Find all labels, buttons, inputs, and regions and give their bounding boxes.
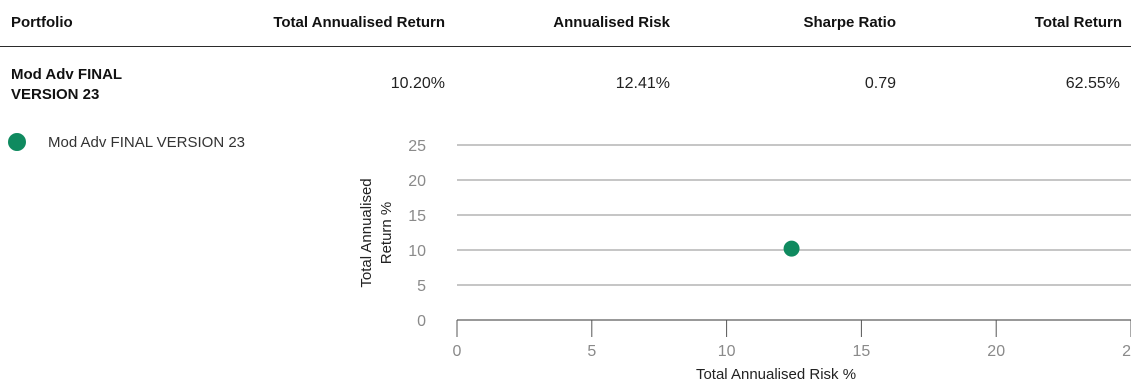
x-tick-label: 25 (1122, 343, 1131, 360)
y-tick-label: 10 (408, 243, 426, 260)
header-portfolio: Portfolio (11, 14, 73, 31)
legend-label: Mod Adv FINAL VERSION 23 (48, 133, 246, 151)
x-tick-label: 10 (718, 343, 736, 360)
cell-annualised-risk: 12.41% (615, 75, 670, 92)
y-axis-title: Total Annualised Return % (358, 178, 395, 287)
header-sharpe-ratio[interactable]: Sharpe Ratio (803, 14, 896, 31)
y-tick-label: 0 (417, 313, 426, 330)
y-tick-label: 15 (408, 208, 426, 225)
header-annualised-risk[interactable]: Annualised Risk (553, 14, 670, 31)
y-tick-label: 5 (417, 278, 426, 295)
y-axis-title-line: Total Annualised (358, 178, 375, 287)
x-tick-label: 0 (453, 343, 462, 360)
header-total-annualised-return[interactable]: Total Annualised Return (273, 14, 445, 31)
x-tick-label: 20 (987, 343, 1005, 360)
cell-sharpe-ratio: 0.79 (864, 75, 896, 92)
chart-legend: Mod Adv FINAL VERSION 23 (8, 133, 245, 151)
legend-marker (8, 133, 26, 151)
cell-total-return: 62.55% (1065, 75, 1120, 92)
x-tick-label: 5 (587, 343, 596, 360)
header-divider (0, 46, 1131, 47)
header-total-return[interactable]: Total Return (1034, 14, 1122, 31)
data-point (783, 240, 800, 257)
y-tick-label: 25 (408, 138, 426, 155)
cell-total-annualised-return: 10.20% (390, 75, 445, 92)
y-axis-title-line: Return % (378, 202, 395, 265)
x-axis-title: Total Annualised Risk % (696, 366, 856, 381)
y-tick-label: 20 (408, 173, 426, 190)
portfolio-name: Mod Adv FINAL VERSION 23 (11, 66, 122, 103)
x-tick-label: 15 (853, 343, 871, 360)
